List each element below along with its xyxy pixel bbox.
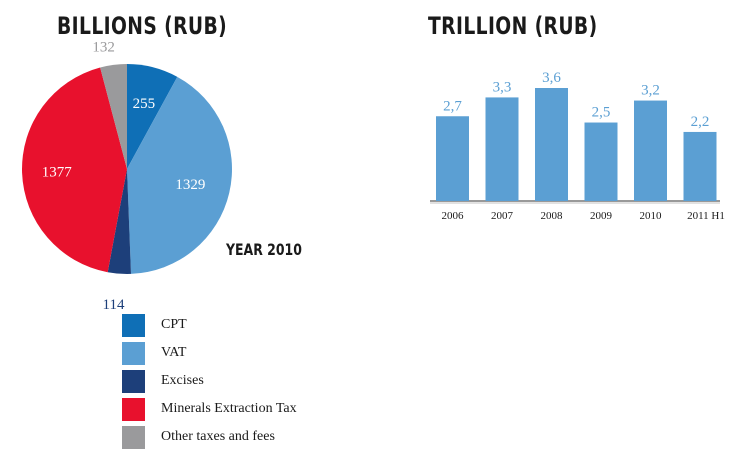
legend-swatch-other	[122, 425, 145, 449]
legend-item-other: Other taxes and fees	[122, 424, 297, 450]
x-tick-label: 2007	[491, 210, 514, 222]
bar-value-label: 2,5	[592, 105, 611, 121]
legend-swatch-cpt	[122, 313, 145, 337]
pie-slice-cpt	[127, 64, 178, 169]
legend-item-met: Minerals Extraction Tax	[122, 396, 297, 422]
bar-2011 H1	[683, 131, 717, 201]
pie-slice-vat	[127, 76, 233, 274]
bar-2006	[436, 116, 469, 201]
pie-label-excises: 114	[103, 297, 125, 313]
pie-label-cpt: 255	[133, 96, 156, 112]
x-tick-label: 2011 H1	[687, 210, 725, 222]
x-tick-label: 2010	[640, 210, 663, 222]
legend-label-cpt: CPT	[161, 317, 187, 332]
legend-label-excises: Excises	[161, 373, 204, 388]
bar-value-label: 3,2	[641, 83, 660, 99]
pie-slice-met	[22, 67, 127, 273]
x-tick-label: 2008	[541, 210, 564, 222]
bar-2008	[535, 88, 568, 201]
pie-chart: 255 1329 114 1377 132	[22, 40, 233, 313]
pie-legend: CPT VAT Excises Minerals Extraction Tax Othe…	[122, 312, 297, 452]
legend-item-cpt: CPT	[122, 312, 297, 338]
legend-swatch-excises	[122, 369, 145, 393]
bar-chart: 2,7 2006 3,3 2007 3,6 2008 2,5 2009 3,2 2010 2,2 20…	[430, 70, 725, 222]
x-tick-label: 2006	[442, 210, 465, 222]
pie-slice-other	[100, 64, 127, 169]
bar-2007	[485, 97, 519, 201]
pie-slice-excises	[107, 169, 132, 274]
legend-swatch-vat	[122, 341, 145, 365]
bar-value-label: 3,6	[542, 70, 561, 86]
legend-label-met: Minerals Extraction Tax	[161, 401, 297, 416]
legend-swatch-met	[122, 397, 145, 421]
year-annotation: YEAR 2010	[226, 240, 302, 259]
legend-item-vat: VAT	[122, 340, 297, 366]
legend-label-other: Other taxes and fees	[161, 429, 275, 444]
bar-value-label: 2,2	[691, 114, 710, 130]
bar-2010	[634, 100, 667, 201]
legend-item-excises: Excises	[122, 368, 297, 394]
pie-label-met: 1377	[42, 165, 73, 181]
bar-value-label: 3,3	[493, 79, 512, 95]
pie-chart-title: BILLIONS (RUB)	[57, 12, 228, 40]
bar-2009	[584, 122, 618, 201]
legend-label-vat: VAT	[161, 345, 187, 360]
x-tick-label: 2009	[590, 210, 613, 222]
bar-chart-title: TRILLION (RUB)	[428, 12, 598, 40]
pie-label-vat: 1329	[175, 177, 205, 193]
bar-value-label: 2,7	[443, 98, 462, 114]
pie-label-other: 132	[92, 40, 115, 55]
